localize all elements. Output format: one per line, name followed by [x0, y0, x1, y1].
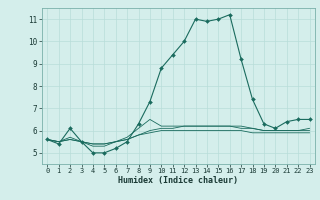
- X-axis label: Humidex (Indice chaleur): Humidex (Indice chaleur): [118, 176, 238, 185]
